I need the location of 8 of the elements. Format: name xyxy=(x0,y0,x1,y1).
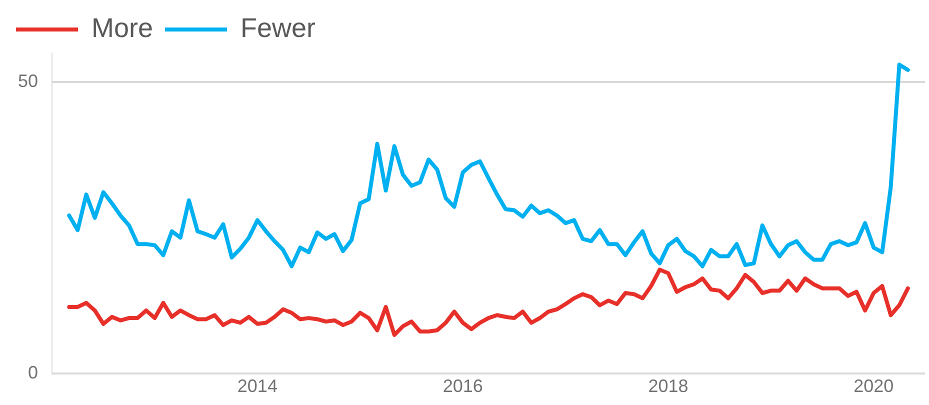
x-tick-label: 2016 xyxy=(442,376,483,396)
x-tick-label: 2020 xyxy=(854,376,894,396)
x-tick-label: 2018 xyxy=(648,376,688,396)
legend-label: Fewer xyxy=(240,12,316,43)
y-tick-label: 0 xyxy=(28,362,38,382)
legend-label: More xyxy=(92,12,154,43)
x-tick-label: 2014 xyxy=(237,376,278,396)
y-tick-label: 50 xyxy=(18,71,38,92)
